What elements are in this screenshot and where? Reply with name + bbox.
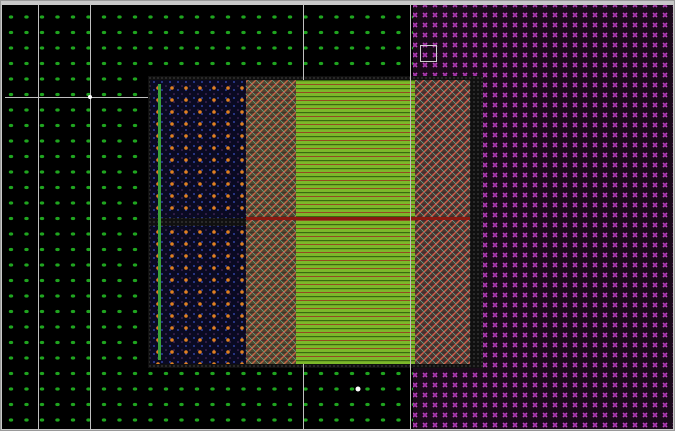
marker [355, 386, 361, 392]
selection-box [420, 45, 437, 62]
diffusion-right [415, 80, 470, 364]
diffusion-left [246, 80, 296, 364]
center-rail [246, 217, 470, 220]
guide-lines [5, 5, 411, 429]
marker [88, 95, 92, 99]
rail-left [158, 84, 161, 360]
cell-left-lower-contacts [150, 226, 246, 364]
cell-left-upper-contacts [150, 80, 246, 218]
